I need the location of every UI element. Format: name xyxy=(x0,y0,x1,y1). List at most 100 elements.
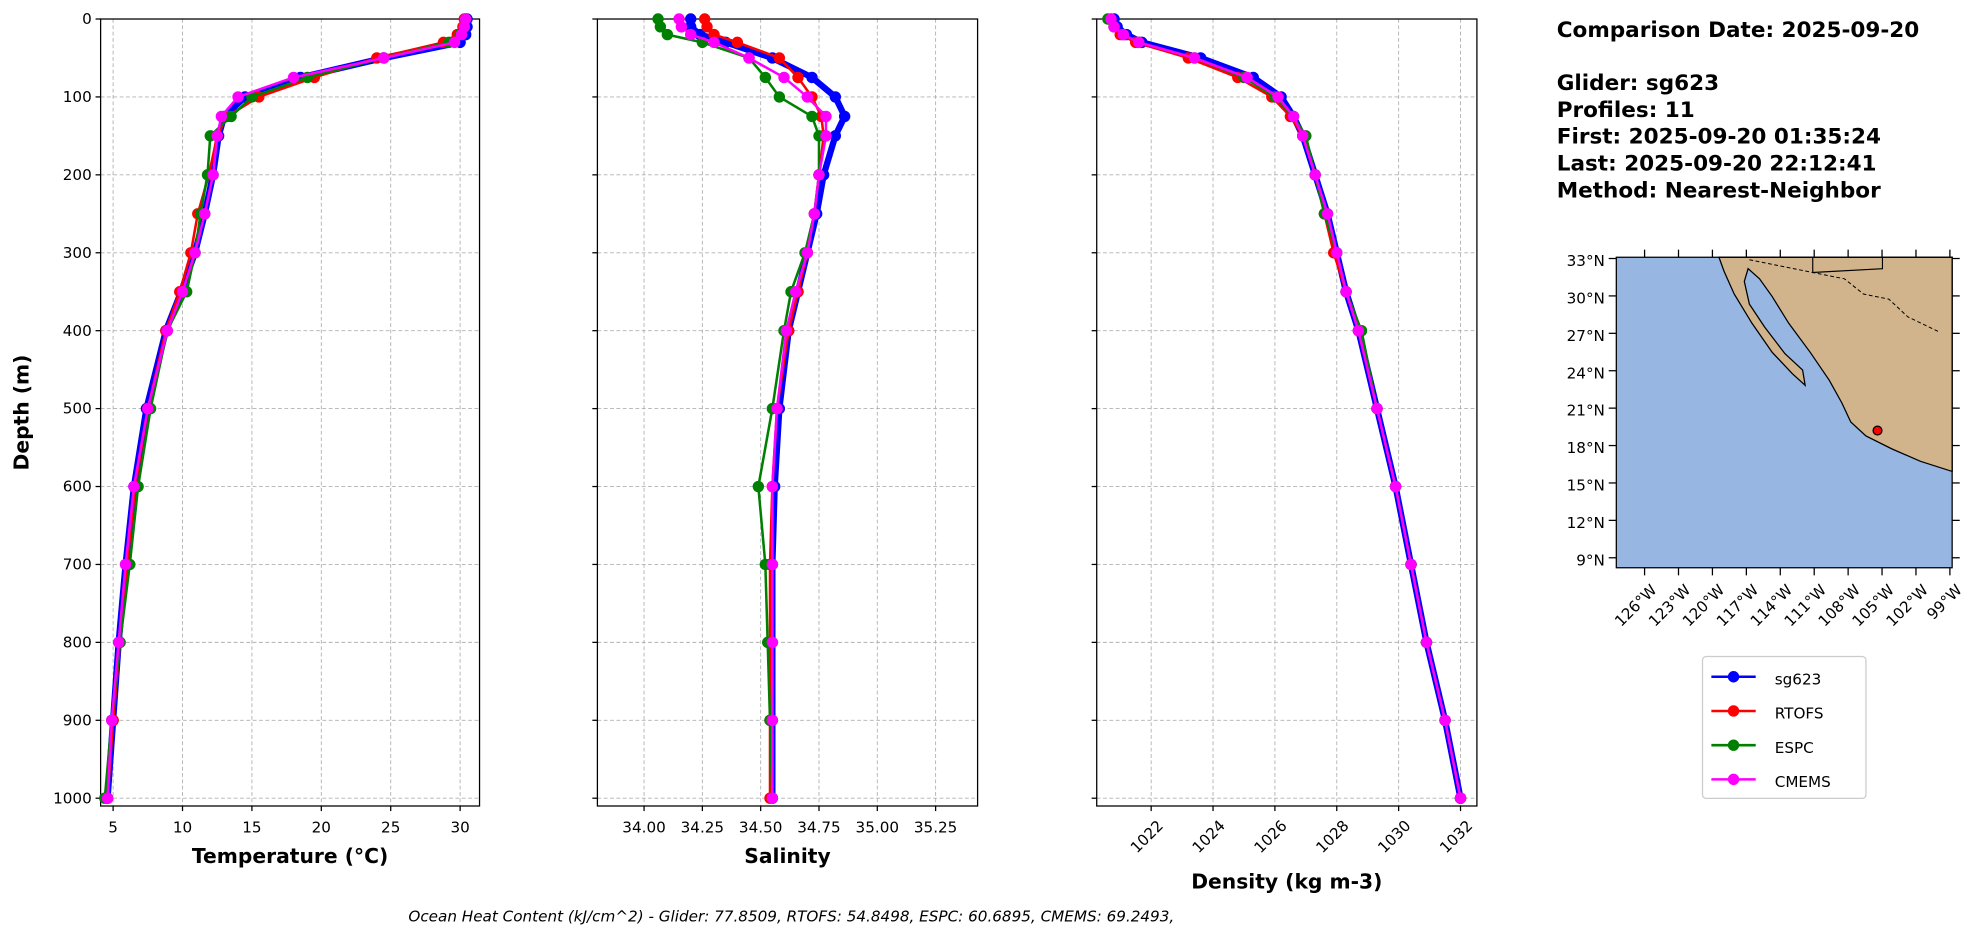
x-tick-label: 20 xyxy=(312,819,331,837)
series-marker xyxy=(211,130,223,142)
series-marker xyxy=(801,91,814,103)
series-marker xyxy=(128,480,140,493)
y-tick-label: 12°N xyxy=(1567,514,1605,532)
series-marker xyxy=(1309,169,1321,181)
y-tick-label: 700 xyxy=(63,556,92,574)
series-marker xyxy=(1321,208,1334,220)
x-tick-label: 25 xyxy=(381,819,400,837)
map-layout xyxy=(1616,256,1953,568)
legend-box xyxy=(1701,655,1867,800)
series-marker xyxy=(1420,636,1433,649)
x-tick-label: 1028 xyxy=(1313,817,1353,857)
series-marker xyxy=(112,636,125,649)
y-tick-label: 24°N xyxy=(1567,364,1605,382)
series-marker xyxy=(207,169,219,181)
series-marker xyxy=(820,110,832,123)
legend-label: ESPC xyxy=(1775,739,1814,757)
legend-marker xyxy=(1727,773,1740,786)
series-marker xyxy=(808,208,821,220)
info-line: Last: 2025-09-20 22:12:41 xyxy=(1557,152,1877,177)
series-line xyxy=(1109,18,1462,799)
series-marker xyxy=(743,52,755,64)
series-marker xyxy=(731,36,744,49)
x-tick-label: 1030 xyxy=(1374,817,1414,857)
x-tick-label: 30 xyxy=(450,819,469,837)
series-marker xyxy=(1133,36,1145,49)
legend-label: RTOFS xyxy=(1775,705,1824,723)
x-axis-label: Temperature (°C) xyxy=(192,844,388,868)
y-tick-label: 30°N xyxy=(1567,290,1605,308)
x-tick-label: 34.75 xyxy=(797,819,840,837)
series-marker xyxy=(161,324,173,337)
y-tick-label: 0 xyxy=(82,10,92,28)
series-marker xyxy=(1454,792,1467,804)
series-marker xyxy=(1188,52,1201,64)
y-axis-label: Depth (m) xyxy=(9,355,33,471)
y-tick-label: 21°N xyxy=(1567,402,1605,420)
y-tick-label: 100 xyxy=(63,88,92,106)
y-tick-label: 15°N xyxy=(1567,477,1605,495)
y-tick-label: 500 xyxy=(63,400,92,418)
series-marker xyxy=(448,36,461,49)
series-marker xyxy=(684,28,697,41)
info-line: First: 2025-09-20 01:35:24 xyxy=(1557,125,1881,150)
x-tick-label: 99°W xyxy=(1923,581,1965,623)
border xyxy=(1749,259,1940,333)
series-marker xyxy=(1371,402,1383,415)
series-marker xyxy=(1405,558,1417,571)
x-tick-label: 1024 xyxy=(1189,817,1229,857)
series-marker xyxy=(661,28,674,41)
info-line: Glider: sg623 xyxy=(1557,71,1719,96)
series-marker xyxy=(701,21,713,33)
series-marker xyxy=(766,480,779,493)
series-marker xyxy=(1439,714,1451,726)
series-marker xyxy=(766,714,779,726)
series-marker xyxy=(806,71,818,84)
y-tick-label: 33°N xyxy=(1567,252,1605,270)
x-axis-label: Density (kg m-3) xyxy=(1191,869,1382,893)
x-tick-label: 5 xyxy=(108,819,118,837)
legend-label: CMEMS xyxy=(1775,773,1831,791)
series-marker xyxy=(684,13,697,25)
series-marker xyxy=(684,21,697,33)
y-tick-label: 200 xyxy=(63,166,92,184)
axes-frame xyxy=(1096,18,1478,807)
series-marker xyxy=(780,324,793,337)
series-marker xyxy=(771,402,783,415)
border xyxy=(1812,257,1884,274)
series-marker xyxy=(1331,247,1343,259)
series-line xyxy=(106,18,467,799)
series-marker xyxy=(759,71,772,84)
series-marker xyxy=(1340,286,1352,298)
series-marker xyxy=(1241,71,1253,84)
series-marker xyxy=(215,110,228,123)
series-marker xyxy=(1352,324,1365,337)
y-tick-label: 300 xyxy=(63,244,92,262)
series-marker xyxy=(225,110,237,123)
series-marker xyxy=(766,792,779,804)
x-tick-label: 34.50 xyxy=(739,819,782,837)
series-marker xyxy=(773,52,786,64)
y-tick-label: 27°N xyxy=(1567,327,1605,345)
legend-label: sg623 xyxy=(1775,670,1822,688)
series-marker xyxy=(199,208,211,220)
x-tick-label: 1032 xyxy=(1436,817,1476,857)
x-tick-label: 1022 xyxy=(1127,817,1167,857)
x-tick-label: 35.25 xyxy=(914,819,957,837)
x-tick-label: 1026 xyxy=(1251,817,1291,857)
info-block: Comparison Date: 2025-09-20 Glider: sg62… xyxy=(1557,18,1920,204)
series-marker xyxy=(1389,480,1402,493)
series-marker xyxy=(813,169,825,181)
map-frame xyxy=(1615,256,1953,569)
series-marker xyxy=(455,28,468,41)
footer: Ocean Heat Content (kJ/cm^2) - Glider: 7… xyxy=(408,907,1174,925)
info-line: Method: Nearest-Neighbor xyxy=(1557,178,1881,203)
series-marker xyxy=(1297,130,1309,142)
series-marker xyxy=(801,247,814,259)
y-tick-label: 900 xyxy=(63,711,92,729)
series-marker xyxy=(378,52,390,64)
series-marker xyxy=(119,558,132,571)
y-tick-label: 18°N xyxy=(1567,439,1605,457)
series-marker xyxy=(142,402,154,415)
